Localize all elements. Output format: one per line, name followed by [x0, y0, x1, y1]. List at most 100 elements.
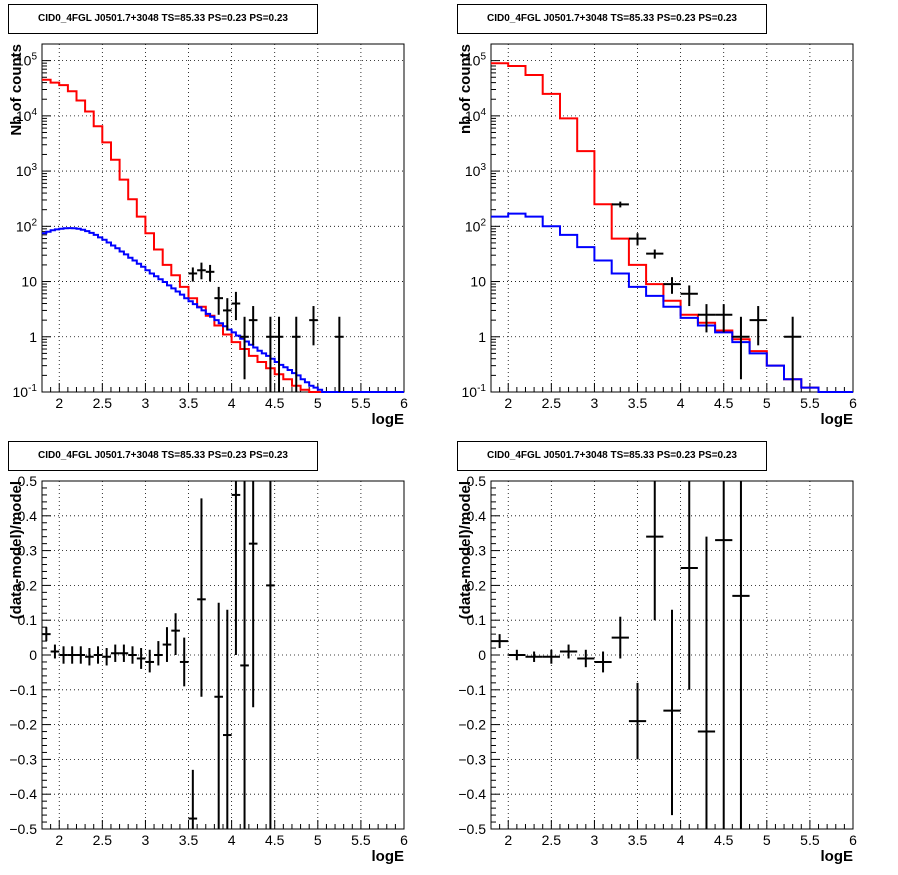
data-point	[93, 646, 103, 664]
x-axis-label: logE	[821, 411, 854, 428]
y-tick-label: 103	[16, 162, 38, 179]
data-point	[240, 316, 249, 380]
data-point	[197, 262, 206, 280]
y-tick-label: 10-1	[462, 383, 487, 400]
data-point	[335, 316, 344, 392]
x-tick-label: 3	[142, 395, 150, 411]
x-tick-label: 2.5	[542, 395, 562, 411]
data-point	[179, 637, 189, 687]
y-tick-label: 10	[470, 274, 486, 290]
y-tick-label: 0	[478, 647, 486, 663]
y-tick-label: 0.4	[18, 508, 38, 524]
counts-plot-fine-bins: 2 2.5 3 3.5 4 4.5 5 5.5 6 10-1 1 10 102 103 104 105 logE…	[0, 0, 449, 437]
data-point	[248, 306, 258, 346]
plot-frame	[490, 43, 854, 393]
y-tick-exponent: 3	[31, 162, 37, 173]
x-tick-label: 5	[314, 832, 322, 848]
y-tick-label: 102	[465, 217, 487, 234]
y-tick-label: 1	[478, 329, 486, 345]
data-point	[223, 298, 232, 331]
y-tick-exponent: 4	[480, 107, 486, 118]
y-tick-label: 0.5	[467, 473, 487, 489]
data-point	[110, 644, 120, 662]
x-tick-label: 4.5	[714, 832, 734, 848]
data-point	[732, 316, 750, 380]
data-point	[663, 277, 681, 294]
data-point	[697, 304, 716, 333]
data-point	[542, 649, 560, 664]
x-tick-label: 3	[591, 832, 599, 848]
data-point	[559, 644, 578, 659]
plot-title: CID0_4FGL J0501.7+3048 TS=85.33 PS=0.23 …	[457, 4, 767, 34]
data-point	[628, 233, 647, 246]
x-tick-label: 4.5	[265, 832, 285, 848]
y-tick-exponent: -1	[477, 383, 486, 394]
x-tick-label: 3	[142, 832, 150, 848]
data-point	[680, 481, 698, 690]
data-point	[697, 536, 716, 829]
x-tick-label: 2.5	[93, 832, 113, 848]
data-point	[525, 651, 543, 662]
x-tick-label: 3.5	[179, 832, 199, 848]
data-point	[154, 641, 163, 666]
data-point	[171, 613, 180, 655]
y-tick-label: −0.4	[458, 786, 486, 802]
x-tick-label: 6	[400, 395, 408, 411]
series-line-0	[491, 62, 853, 393]
data-point	[266, 481, 275, 829]
x-axis-label: logE	[821, 848, 854, 865]
x-tick-label: 3.5	[628, 832, 648, 848]
data-point	[214, 286, 223, 315]
y-tick-label: 0.4	[467, 508, 487, 524]
data-point	[732, 481, 750, 829]
x-tick-label: 3.5	[179, 395, 199, 411]
data-point	[50, 644, 60, 659]
x-tick-label: 5.5	[351, 832, 371, 848]
y-tick-exponent: 5	[480, 52, 486, 63]
y-tick-label: −0.3	[9, 751, 37, 767]
data-points	[491, 481, 750, 829]
series-line-1	[42, 227, 404, 393]
y-tick-exponent: 2	[480, 217, 486, 228]
data-point	[205, 264, 215, 282]
data-point	[102, 648, 111, 666]
data-point	[223, 609, 232, 829]
y-tick-label: −0.2	[9, 717, 37, 733]
data-point	[611, 201, 629, 208]
y-tick-exponent: -1	[28, 383, 37, 394]
x-axis-label: logE	[372, 411, 405, 428]
data-point	[128, 646, 137, 664]
grid	[42, 44, 404, 392]
counts-plot-coarse-bins: 2 2.5 3 3.5 4 4.5 5 5.5 6 10-1 1 10 102 103 104 105 logE…	[449, 0, 898, 437]
data-point	[76, 646, 86, 664]
y-tick-label: 10	[21, 274, 37, 290]
data-point	[715, 304, 733, 333]
y-tick-exponent: 5	[31, 52, 37, 63]
y-tick-label: −0.1	[458, 682, 486, 698]
data-point	[231, 291, 241, 321]
data-point	[188, 769, 198, 829]
data-points	[42, 481, 275, 829]
x-tick-label: 2	[504, 832, 512, 848]
x-tick-label: 4.5	[714, 395, 734, 411]
data-point	[136, 648, 146, 669]
x-tick-label: 5	[763, 395, 771, 411]
data-points	[611, 201, 802, 392]
plot-frame	[41, 43, 405, 393]
x-axis-label: logE	[372, 848, 405, 865]
y-tick-label: 0.2	[18, 577, 38, 593]
residual-plot-coarse-bins: 2 2.5 3 3.5 4 4.5 5 5.5 6 −0.5 −0.4 −0.3 −0.2 −0.1 0 0.…	[449, 437, 898, 875]
residual-plot-coarse-bins-canvas: 2 2.5 3 3.5 4 4.5 5 5.5 6 −0.5 −0.4 −0.3 −0.2 −0.1 0 0.…	[457, 473, 857, 865]
x-tick-label: 4	[228, 395, 236, 411]
x-tick-label: 6	[400, 832, 408, 848]
residual-plot-fine-bins: 2 2.5 3 3.5 4 4.5 5 5.5 6 −0.5 −0.4 −0.3 −0.2 −0.1 0 0.…	[0, 437, 449, 875]
data-point	[42, 627, 51, 642]
data-point	[646, 249, 664, 259]
data-point	[291, 316, 301, 392]
data-point	[274, 316, 284, 392]
x-tick-label: 2	[55, 395, 63, 411]
data-point	[663, 609, 681, 816]
data-point	[162, 627, 172, 662]
series-line-0	[42, 78, 404, 393]
y-tick-label: 10-1	[13, 383, 38, 400]
